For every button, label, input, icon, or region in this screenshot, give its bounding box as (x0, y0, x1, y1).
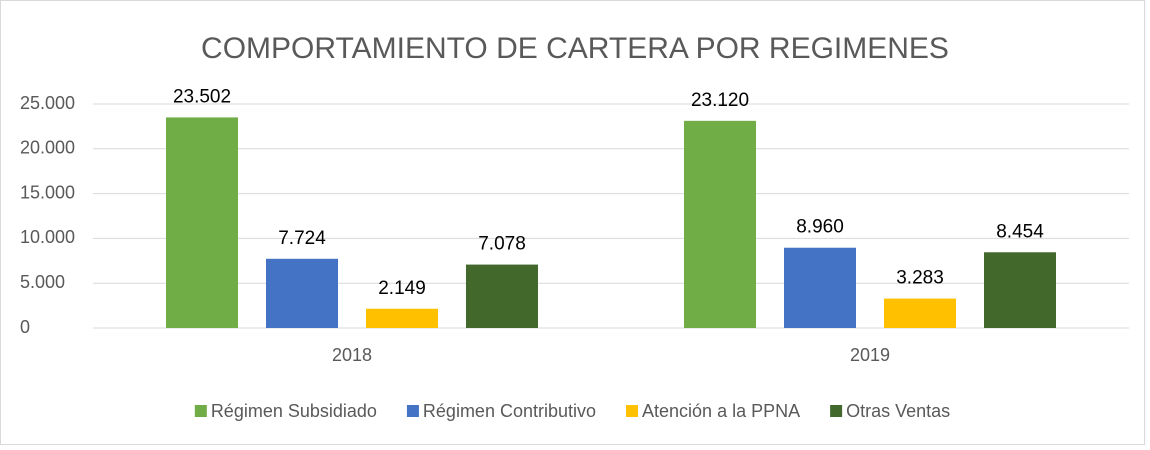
value-label: 7.078 (478, 234, 526, 255)
x-tick-label: 2019 (850, 345, 890, 365)
bar (266, 258, 338, 328)
legend-swatch (830, 405, 843, 417)
value-label: 8.454 (996, 221, 1044, 242)
value-label: 23.120 (691, 90, 749, 111)
value-label: 3.283 (896, 268, 944, 289)
value-label: 2.149 (378, 278, 426, 299)
bar (784, 247, 856, 328)
legend-label: Otras Ventas (846, 401, 950, 421)
bar (466, 264, 538, 328)
legend-label: Régimen Contributivo (423, 401, 596, 421)
value-label: 23.502 (173, 86, 231, 107)
legend-swatch (194, 405, 207, 417)
legend-swatch (626, 405, 639, 417)
y-tick-label: 25.000 (20, 93, 75, 113)
y-tick-label: 5.000 (20, 272, 65, 292)
bar (984, 252, 1056, 328)
bar (366, 308, 438, 328)
value-label: 7.724 (278, 228, 326, 249)
y-tick-label: 0 (20, 317, 30, 337)
bar (884, 298, 956, 328)
y-tick-label: 15.000 (20, 182, 75, 202)
x-tick-label: 2018 (332, 345, 372, 365)
bar (166, 117, 238, 328)
y-tick-label: 20.000 (20, 138, 75, 158)
bar (684, 120, 756, 328)
legend-label: Régimen Subsidiado (211, 401, 377, 421)
legend-swatch (406, 405, 419, 417)
y-tick-label: 10.000 (20, 227, 75, 247)
value-label: 8.960 (796, 217, 844, 238)
legend-label: Atención a la PPNA (642, 401, 800, 421)
chart-title: COMPORTAMIENTO DE CARTERA POR REGIMENES (201, 32, 949, 65)
